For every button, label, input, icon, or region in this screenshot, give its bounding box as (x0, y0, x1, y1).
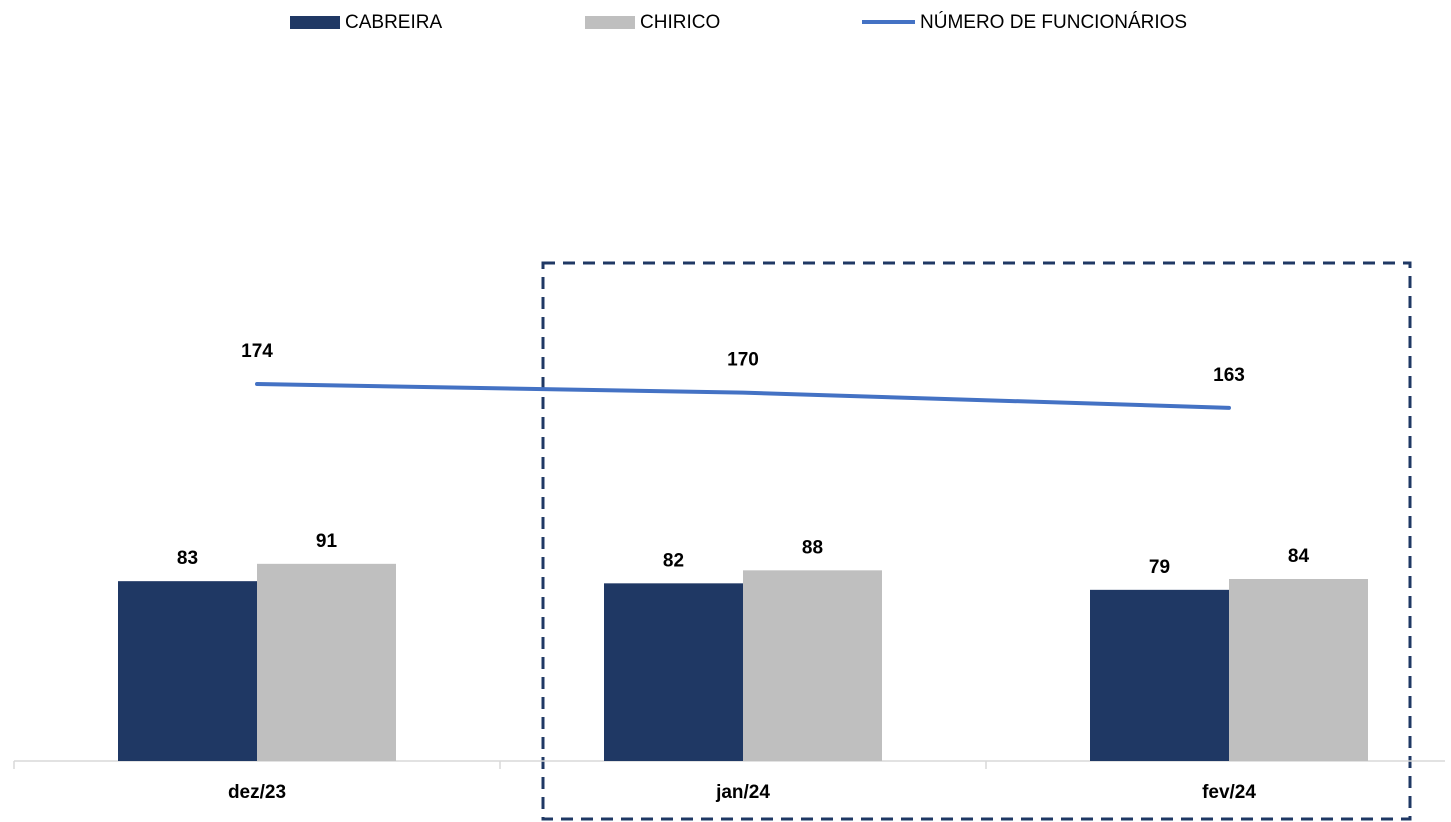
data-label: 79 (1149, 557, 1170, 578)
data-label: 82 (663, 550, 684, 571)
line (255, 382, 1231, 410)
bar (743, 570, 882, 761)
highlight-box (541, 261, 1412, 821)
legend-swatch (585, 16, 635, 29)
legend-label: NÚMERO DE FUNCIONÁRIOS (920, 11, 1187, 33)
x-tick-label: jan/24 (715, 782, 770, 803)
legend-label: CABREIRA (345, 12, 442, 33)
bar (604, 583, 743, 761)
data-label: 91 (316, 531, 338, 552)
data-label: 163 (1213, 365, 1245, 386)
data-label: 84 (1288, 546, 1310, 567)
legend-swatch (290, 16, 340, 29)
x-tick-label: dez/23 (228, 782, 286, 803)
data-label: 174 (241, 341, 273, 362)
x-tick-label: fev/24 (1202, 782, 1256, 803)
bar (1090, 589, 1229, 761)
data-label: 83 (177, 548, 198, 569)
legend-label: CHIRICO (640, 12, 720, 33)
bar (257, 563, 396, 761)
data-label: 88 (802, 537, 823, 558)
bar (1229, 579, 1368, 761)
data-label: 170 (727, 350, 759, 371)
bar (118, 581, 257, 761)
